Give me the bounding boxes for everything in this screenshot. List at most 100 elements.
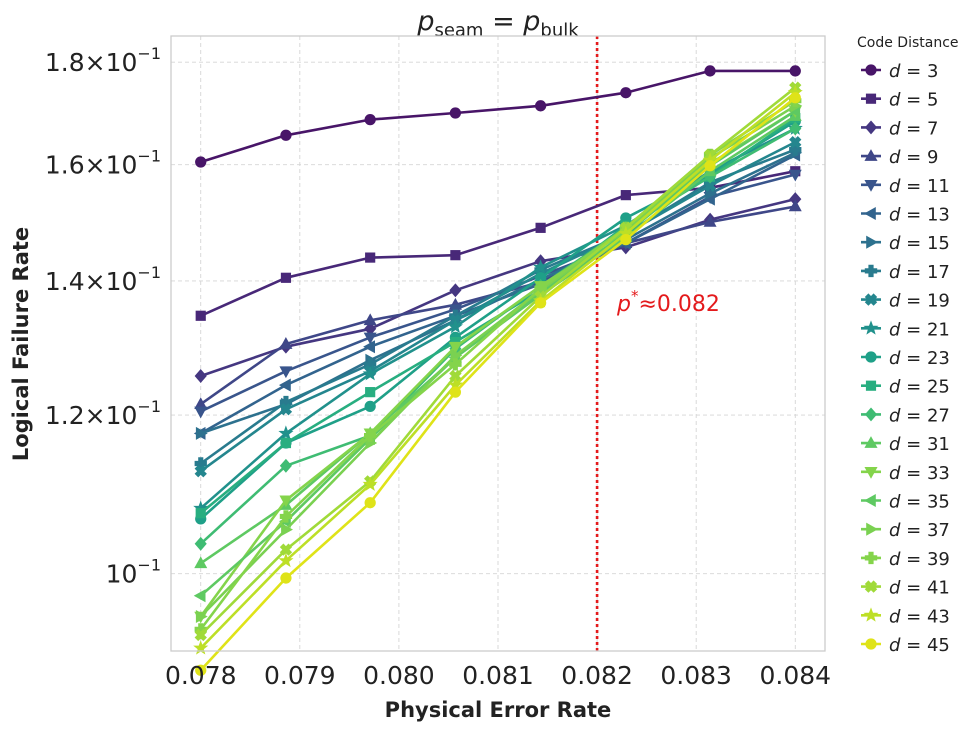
legend-item-d-13: d = 13 <box>861 205 950 226</box>
series-line-d-33 <box>199 109 796 618</box>
legend-items: d = 3 d = 5 d = 7 d = 9 d = 11 d = 13 d = 15 d … <box>861 61 950 656</box>
legend-label-d-35: d = 35 <box>889 492 950 513</box>
point-d-7-0 <box>194 369 207 383</box>
point-d-13-1 <box>278 378 291 392</box>
legend-marker-d-17 <box>864 264 878 278</box>
point-d-21-4 <box>533 259 549 274</box>
point-d-9-2 <box>363 313 377 326</box>
legend-marker-d-39 <box>864 551 878 565</box>
x-tick-label-0: 0.078 <box>165 661 237 690</box>
legend-label-d-15: d = 15 <box>889 233 950 254</box>
legend-item-d-3: d = 3 <box>861 61 938 82</box>
legend-item-d-41: d = 41 <box>861 578 950 599</box>
point-d-3-3 <box>449 107 462 119</box>
legend-item-d-27: d = 27 <box>861 405 950 426</box>
legend-item-d-19: d = 19 <box>861 291 950 312</box>
plot-frame <box>170 35 826 652</box>
legend-marker-d-35 <box>864 493 876 508</box>
legend-marker-d-5 <box>865 93 877 104</box>
legend-marker-d-15 <box>866 235 878 249</box>
x-tick-label-2: 0.080 <box>363 661 435 690</box>
legend-item-d-33: d = 33 <box>861 463 950 484</box>
point-d-23-2 <box>364 400 376 413</box>
legend-item-d-37: d = 37 <box>861 520 950 541</box>
legend-label-d-39: d = 39 <box>889 549 950 570</box>
point-d-9-1 <box>279 337 293 349</box>
legend-label-d-31: d = 31 <box>889 434 950 455</box>
point-d-25-2 <box>365 387 376 398</box>
point-d-11-1 <box>279 366 293 379</box>
legend-item-d-11: d = 11 <box>861 176 950 197</box>
point-d-45-3 <box>449 386 462 398</box>
point-d-31-0 <box>194 556 208 569</box>
point-d-45-1 <box>280 572 292 584</box>
legend-marker-d-31 <box>864 436 878 448</box>
point-d-3-4 <box>534 100 547 112</box>
series-line-d-5 <box>200 169 796 317</box>
point-d-25-0 <box>195 508 206 519</box>
point-d-5-0 <box>195 310 206 321</box>
point-d-35-0 <box>193 589 206 603</box>
y-tick-label-4: 1.8×10−1 <box>45 44 161 77</box>
x-tick-label-6: 0.084 <box>759 661 831 690</box>
legend-label-d-17: d = 17 <box>889 262 950 283</box>
point-d-45-7 <box>789 92 801 104</box>
legend-title: Code Distance <box>857 35 959 51</box>
y-tick-label-2: 1.4×10−1 <box>45 263 161 296</box>
point-d-41-3 <box>449 369 462 383</box>
point-d-21-3 <box>447 318 463 334</box>
y-tick-label-0: 10−1 <box>106 556 161 589</box>
legend-item-d-15: d = 15 <box>861 233 950 254</box>
legend-marker-d-33 <box>864 467 878 479</box>
point-d-37-0 <box>195 609 208 624</box>
x-axis-label: Physical Error Rate <box>385 698 612 722</box>
legend-label-d-41: d = 41 <box>889 578 950 599</box>
point-d-39-3 <box>449 358 462 371</box>
point-d-27-0 <box>194 536 207 551</box>
legend-marker-d-7 <box>864 120 878 135</box>
point-d-13-2 <box>363 340 375 354</box>
legend-item-d-39: d = 39 <box>861 549 950 570</box>
point-d-21-1 <box>278 425 294 440</box>
legend-item-d-21: d = 21 <box>861 319 950 340</box>
point-d-11-2 <box>363 332 377 345</box>
series-d-45 <box>195 92 801 676</box>
point-d-3-7 <box>789 65 801 77</box>
x-tick-label-5: 0.083 <box>660 661 732 690</box>
legend-label-d-19: d = 19 <box>889 291 950 312</box>
point-d-5-5 <box>620 190 631 201</box>
series-group <box>193 65 803 676</box>
legend-item-d-5: d = 5 <box>861 90 938 111</box>
y-axis-label: Logical Failure Rate <box>9 227 33 461</box>
point-d-37-1 <box>281 523 293 537</box>
legend-label-d-7: d = 7 <box>889 118 938 139</box>
legend-label-d-45: d = 45 <box>889 635 950 656</box>
point-d-5-2 <box>365 252 376 263</box>
legend-marker-d-37 <box>866 522 878 536</box>
point-d-27-7 <box>789 121 802 136</box>
legend-label-d-5: d = 5 <box>889 90 938 111</box>
point-d-33-3 <box>448 341 462 354</box>
point-d-45-6 <box>704 160 716 172</box>
point-d-15-0 <box>195 426 208 440</box>
point-d-11-0 <box>194 406 208 419</box>
point-d-19-0 <box>194 464 207 478</box>
point-d-9-6 <box>703 215 717 227</box>
y-tick-labels: 10−1 1.2×10−1 1.4×10−1 1.6×10−1 1.8×10−1 <box>45 44 161 589</box>
threshold-annotation: p*≈0.082 <box>616 287 720 317</box>
legend-item-d-17: d = 17 <box>861 262 950 283</box>
point-d-21-2 <box>362 366 378 381</box>
legend-marker-d-43 <box>863 607 879 622</box>
x-tick-labels: 0.078 0.079 0.080 0.081 0.082 0.083 0.084 <box>165 661 831 690</box>
point-d-3-6 <box>704 65 716 77</box>
legend-item-d-23: d = 23 <box>861 348 950 369</box>
point-d-45-2 <box>364 497 376 509</box>
legend-label-d-21: d = 21 <box>889 319 950 340</box>
point-d-39-2 <box>364 429 377 442</box>
point-d-9-7 <box>788 199 802 212</box>
legend-label-d-25: d = 25 <box>889 377 950 398</box>
point-d-3-2 <box>364 114 376 126</box>
legend-marker-d-9 <box>864 149 878 161</box>
